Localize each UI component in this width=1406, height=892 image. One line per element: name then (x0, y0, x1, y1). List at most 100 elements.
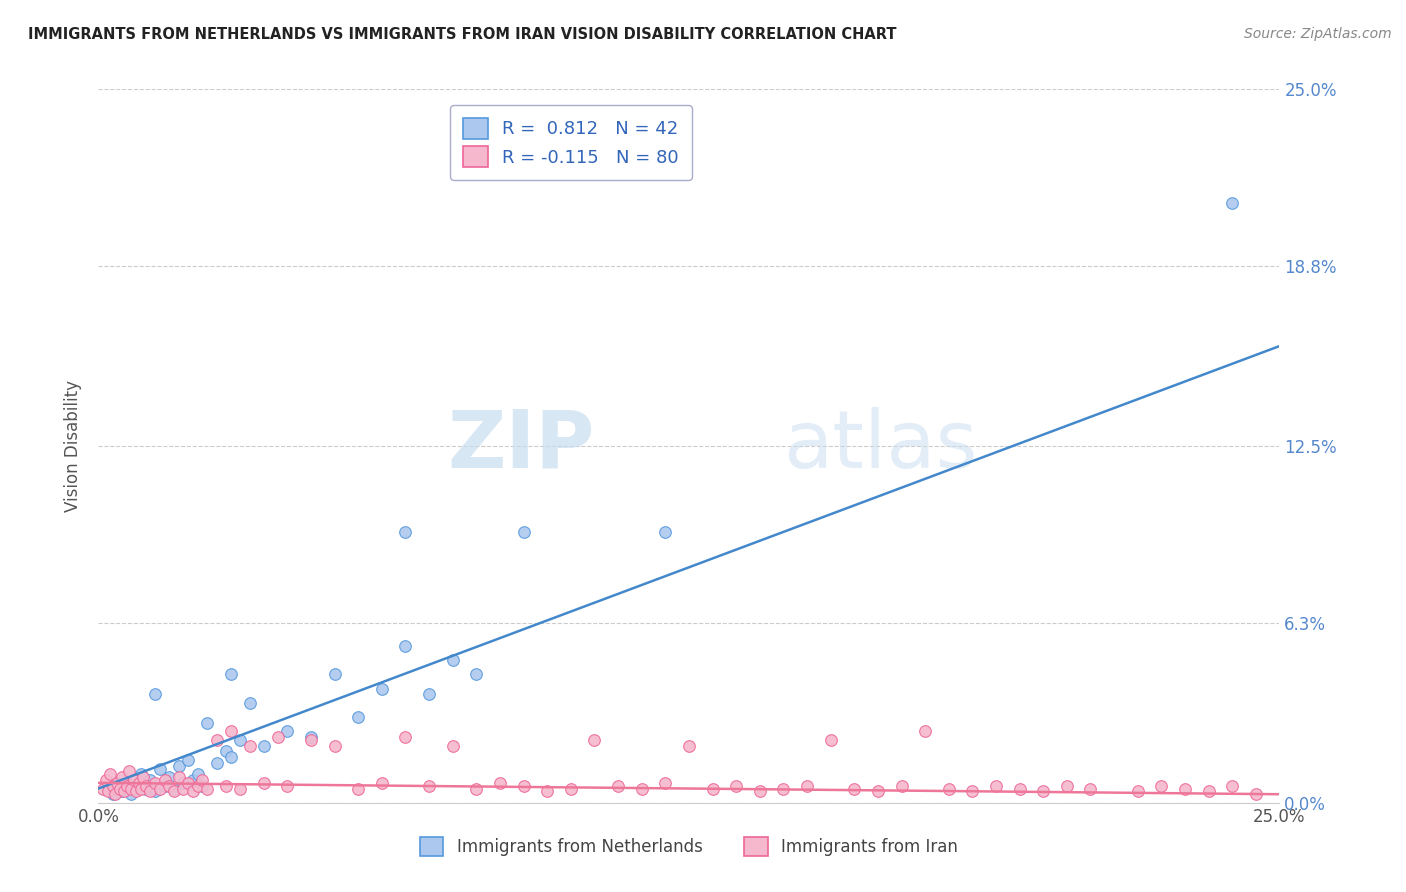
Point (1126, 784, 1149, 798)
Point (153, 779, 176, 793)
Point (128, 776, 150, 790)
Point (1032, 784, 1054, 798)
Point (489, 776, 512, 790)
Point (94, 772, 117, 787)
Y-axis label: Vision Disability: Vision Disability (65, 380, 83, 512)
Point (191, 779, 214, 793)
Point (91, 781, 114, 796)
Point (135, 781, 157, 796)
Point (121, 787, 143, 801)
Point (229, 781, 252, 796)
Point (157, 779, 180, 793)
Point (276, 779, 298, 793)
Point (347, 781, 370, 796)
Point (253, 776, 276, 790)
Point (323, 739, 346, 753)
Point (153, 772, 176, 787)
Point (187, 779, 209, 793)
Point (195, 715, 218, 730)
Point (914, 724, 936, 739)
Point (219, 667, 242, 681)
Point (1150, 779, 1173, 793)
Point (418, 779, 440, 793)
Point (560, 781, 582, 796)
Point (163, 781, 186, 796)
Point (465, 781, 488, 796)
Point (105, 776, 128, 790)
Point (135, 779, 157, 793)
Point (276, 724, 298, 739)
Point (111, 784, 134, 798)
Text: ZIP: ZIP (447, 407, 595, 485)
Point (748, 784, 770, 798)
Point (104, 787, 127, 801)
Point (101, 779, 124, 793)
Point (607, 779, 630, 793)
Point (654, 776, 676, 790)
Point (323, 667, 346, 681)
Point (1220, 779, 1243, 793)
Point (1174, 781, 1197, 796)
Point (219, 750, 242, 764)
Point (1198, 784, 1220, 798)
Point (1056, 779, 1078, 793)
Point (938, 781, 960, 796)
Point (536, 784, 558, 798)
Point (149, 781, 172, 796)
Point (121, 781, 143, 796)
Point (630, 781, 652, 796)
Point (678, 739, 700, 753)
Point (267, 730, 290, 744)
Point (172, 776, 194, 790)
Point (108, 781, 131, 796)
Point (97, 784, 120, 798)
Point (441, 653, 464, 667)
Point (654, 524, 676, 539)
Point (866, 784, 889, 798)
Point (512, 524, 534, 539)
Point (219, 724, 242, 739)
Point (205, 733, 228, 747)
Point (177, 776, 200, 790)
Point (215, 779, 238, 793)
Point (177, 753, 200, 767)
Point (394, 639, 416, 653)
Point (112, 784, 135, 798)
Point (143, 687, 166, 701)
Point (253, 739, 276, 753)
Point (149, 762, 172, 776)
Point (118, 764, 141, 779)
Point (115, 776, 138, 790)
Point (1244, 787, 1267, 801)
Point (98, 767, 121, 781)
Point (820, 733, 842, 747)
Point (129, 781, 152, 796)
Point (725, 779, 748, 793)
Point (215, 744, 238, 758)
Point (299, 733, 322, 747)
Point (1080, 781, 1102, 796)
Point (129, 767, 152, 781)
Point (163, 784, 186, 798)
Point (299, 730, 322, 744)
Point (371, 776, 394, 790)
Point (239, 696, 262, 710)
Point (890, 779, 912, 793)
Point (187, 767, 209, 781)
Point (115, 779, 138, 793)
Point (101, 787, 124, 801)
Point (394, 524, 416, 539)
Point (167, 770, 190, 784)
Point (229, 733, 252, 747)
Point (796, 779, 818, 793)
Point (181, 784, 204, 798)
Point (157, 770, 180, 784)
Point (1008, 781, 1031, 796)
Point (132, 770, 155, 784)
Point (143, 784, 166, 798)
Point (122, 772, 145, 787)
Point (844, 781, 866, 796)
Point (465, 667, 488, 681)
Point (143, 776, 166, 790)
Point (371, 681, 394, 696)
